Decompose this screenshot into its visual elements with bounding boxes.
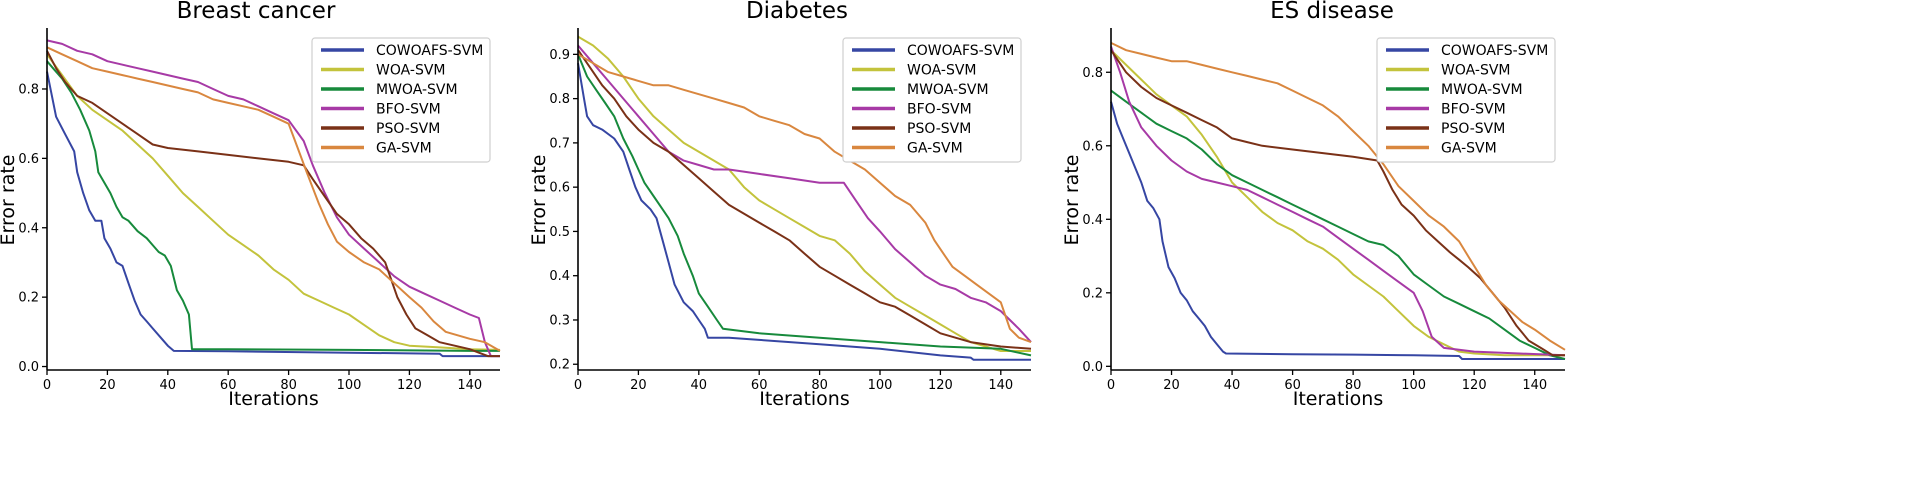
panel-2-x-tick-label: 100 <box>868 378 893 393</box>
panel-3-legend-label-pso-svm: PSO-SVM <box>1441 121 1505 137</box>
panel-1-series-pso-svm <box>46 50 500 358</box>
panel-2-x-tick-label: 140 <box>988 378 1013 393</box>
panel-1-series-bfo-svm <box>46 39 500 358</box>
panel-3-series-ga-svm <box>1110 41 1566 351</box>
panel-1-legend-label-ga-svm: GA-SVM <box>376 141 432 157</box>
panel-2-title: Diabetes <box>746 0 848 24</box>
panel-3-y-tick-label: 0.6 <box>1082 139 1103 154</box>
panel-3-legend-label-cowoafs-svm: COWOAFS-SVM <box>1441 43 1548 59</box>
panel-1-y-tick-label: 0.4 <box>18 221 39 236</box>
panel-2-legend-label-cowoafs-svm: COWOAFS-SVM <box>907 43 1014 59</box>
panel-2-series-bfo-svm <box>577 44 1032 343</box>
panel-1-x-tick-label: 120 <box>397 378 422 393</box>
panel-3-x-tick-label: 60 <box>1284 378 1301 393</box>
panel-2-series-cowoafs-svm <box>577 63 1031 361</box>
panel-1-x-tick-label: 40 <box>160 378 177 393</box>
panel-2-legend-label-pso-svm: PSO-SVM <box>907 121 971 137</box>
panel-1-y-axis-title: Error rate <box>0 155 19 246</box>
panel-3-legend-label-mwoa-svm: MWOA-SVM <box>1441 82 1523 98</box>
panel-1-y-tick-label: 0.8 <box>18 82 39 97</box>
panel-2-y-tick-label: 0.2 <box>549 358 570 373</box>
panel-1-legend-label-pso-svm: PSO-SVM <box>376 121 440 137</box>
panel-2-series-mwoa-svm <box>577 53 1032 357</box>
panel-2-y-tick-label: 0.5 <box>549 225 570 240</box>
panel-1-x-tick-label: 140 <box>457 378 482 393</box>
panel-3-x-tick-label: 40 <box>1224 378 1241 393</box>
panel-3-x-tick-label: 140 <box>1522 378 1547 393</box>
panel-2-y-tick-label: 0.3 <box>549 313 570 328</box>
panel-2-series-woa-svm <box>577 35 1031 352</box>
panel-1-legend-label-woa-svm: WOA-SVM <box>376 63 445 79</box>
panel-2-y-tick-label: 0.7 <box>549 136 570 151</box>
panel-3-legend-label-bfo-svm: BFO-SVM <box>1441 102 1506 118</box>
panel-2-y-tick-label: 0.4 <box>549 269 570 284</box>
panel-2-y-tick-label: 0.9 <box>549 48 570 63</box>
panel-1-series-cowoafs-svm <box>46 71 500 358</box>
panel-1-title: Breast cancer <box>177 0 336 24</box>
panel-1-series-ga-svm <box>46 46 501 352</box>
panel-1-x-axis-title: Iterations <box>228 388 319 410</box>
panel-3-series-mwoa-svm <box>1110 89 1566 360</box>
panel-2-series-ga-svm <box>577 53 1032 344</box>
panel-3-series-cowoafs-svm <box>1110 101 1565 360</box>
panel-1-x-tick-label: 20 <box>99 378 116 393</box>
panel-3-x-tick-label: 120 <box>1462 378 1487 393</box>
panel-2-y-tick-label: 0.8 <box>549 92 570 107</box>
panel-2-legend-label-ga-svm: GA-SVM <box>907 141 963 157</box>
panel-1-x-tick-label: 100 <box>337 378 362 393</box>
panel-3-x-tick-label: 0 <box>1107 378 1115 393</box>
panel-3-y-tick-label: 0.0 <box>1082 360 1103 375</box>
panel-3-legend-label-woa-svm: WOA-SVM <box>1441 63 1510 79</box>
panel-3-x-tick-label: 100 <box>1401 378 1426 393</box>
panel-2-legend-label-mwoa-svm: MWOA-SVM <box>907 82 989 98</box>
panel-3-x-tick-label: 20 <box>1163 378 1180 393</box>
panel-2-x-tick-label: 0 <box>574 378 582 393</box>
panel-2-x-tick-label: 60 <box>751 378 768 393</box>
panel-1-series-mwoa-svm <box>46 60 500 352</box>
panel-1-series-woa-svm <box>46 53 501 351</box>
panel-2-y-tick-label: 0.6 <box>549 181 570 196</box>
panel-1-y-tick-label: 0.2 <box>18 291 39 306</box>
panel-2-legend-label-woa-svm: WOA-SVM <box>907 63 976 79</box>
panel-2-legend-label-bfo-svm: BFO-SVM <box>907 102 972 118</box>
panel-2-x-tick-label: 120 <box>928 378 953 393</box>
panel-2-x-axis-title: Iterations <box>759 388 850 410</box>
panel-3-y-tick-label: 0.8 <box>1082 66 1103 81</box>
panel-2-y-axis-title: Error rate <box>528 155 550 246</box>
panel-2-x-tick-label: 20 <box>630 378 647 393</box>
panel-1-legend-label-mwoa-svm: MWOA-SVM <box>376 82 458 98</box>
panel-3-series-bfo-svm <box>1110 46 1566 357</box>
panel-3-y-axis-title: Error rate <box>1061 155 1083 246</box>
panel-1-y-tick-label: 0.6 <box>18 152 39 167</box>
panel-2-x-tick-label: 40 <box>691 378 708 393</box>
panel-1-legend-label-bfo-svm: BFO-SVM <box>376 102 441 118</box>
panel-3-y-tick-label: 0.2 <box>1082 286 1103 301</box>
panel-1-legend-label-cowoafs-svm: COWOAFS-SVM <box>376 43 483 59</box>
panel-3-x-axis-title: Iterations <box>1293 388 1384 410</box>
panel-3-title: ES disease <box>1270 0 1394 24</box>
panel-3-x-tick-label: 80 <box>1345 378 1362 393</box>
panel-2-x-tick-label: 80 <box>811 378 828 393</box>
panel-1-x-tick-label: 80 <box>280 378 297 393</box>
panel-1-x-tick-label: 0 <box>43 378 51 393</box>
panel-3-y-tick-label: 0.4 <box>1082 213 1103 228</box>
panel-1-y-tick-label: 0.0 <box>18 360 39 375</box>
panel-1-x-tick-label: 60 <box>220 378 237 393</box>
panel-2-series-pso-svm <box>577 49 1032 350</box>
panel-3-legend-label-ga-svm: GA-SVM <box>1441 141 1497 157</box>
